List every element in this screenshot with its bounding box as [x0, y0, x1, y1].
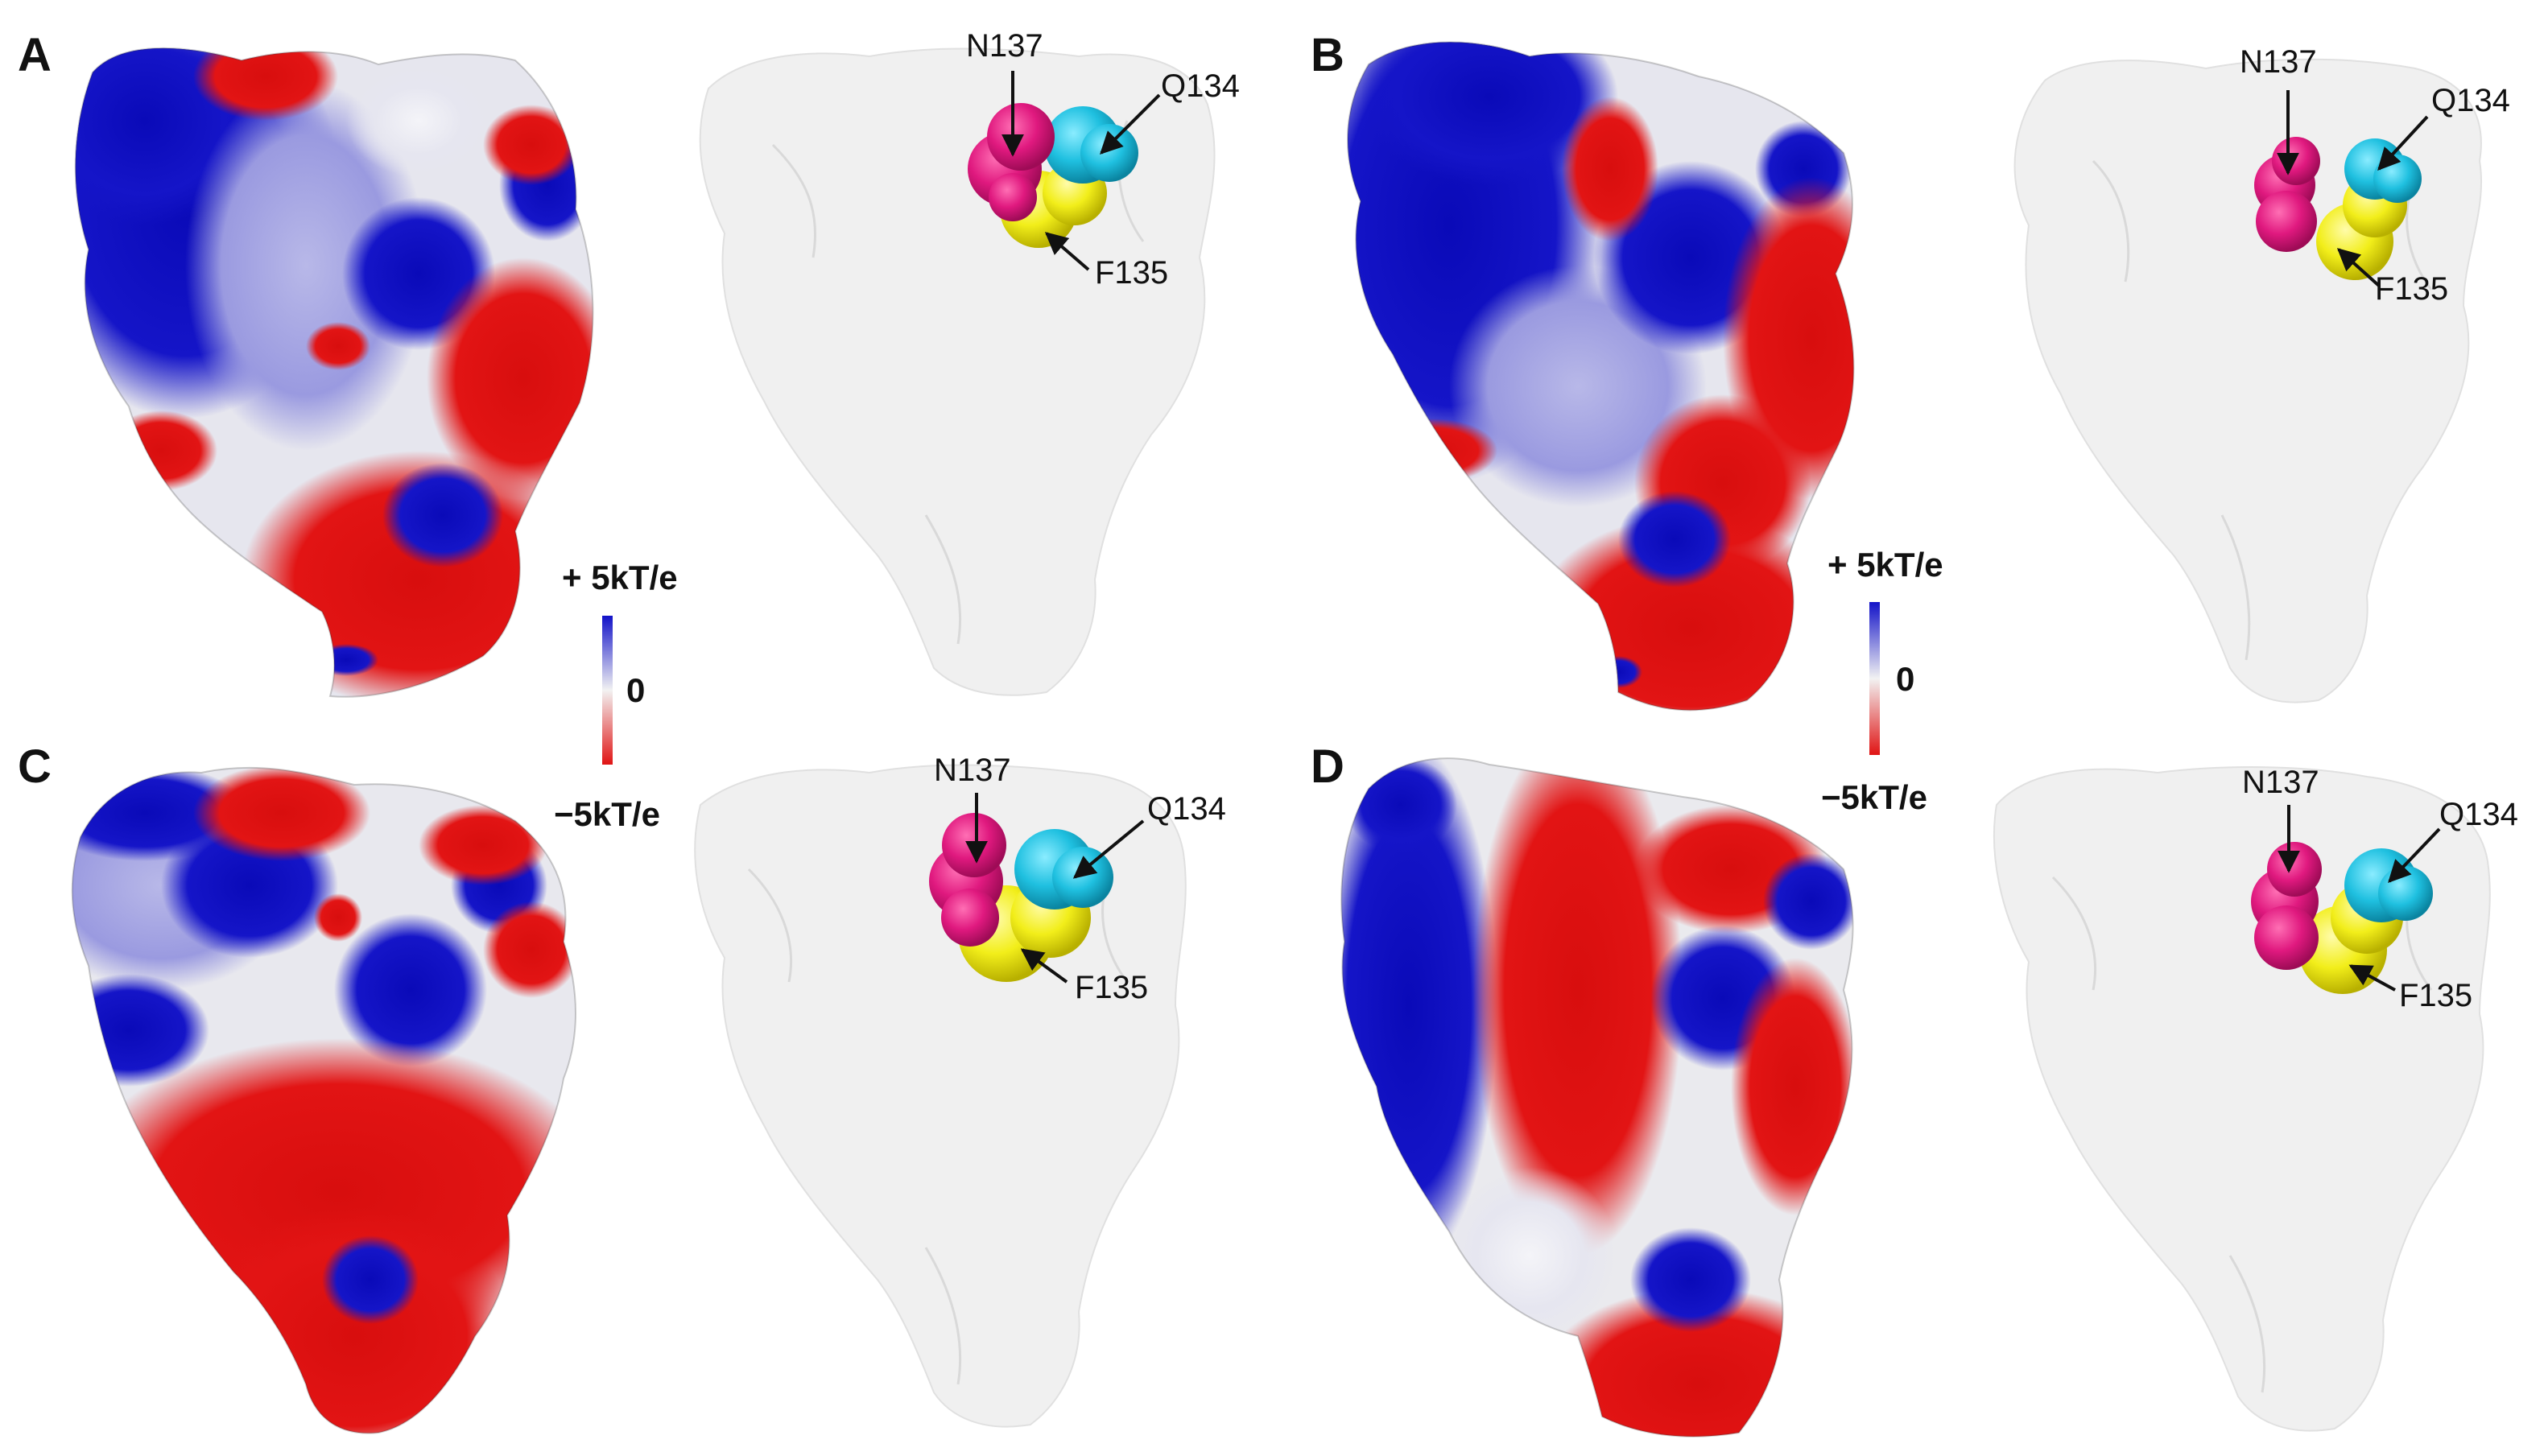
arrow-q134-c [1072, 819, 1145, 879]
label-f135-c: F135 [1075, 970, 1148, 1005]
label-n137-b: N137 [2240, 44, 2317, 80]
panel-label-b: B [1311, 29, 1344, 81]
panel-c-labels: N137 Q134 F135 [934, 753, 1226, 1005]
colorbar-left-gradient [602, 616, 613, 765]
panel-b-ghost-surface [2013, 58, 2483, 703]
arrow-q134-d [2388, 827, 2441, 884]
label-f135-d: F135 [2399, 978, 2472, 1013]
panel-d-surface [1340, 757, 1854, 1437]
arrow-f135-a [1044, 232, 1090, 271]
panel-b-labels: N137 Q134 F135 [2240, 44, 2510, 307]
panel-a-labels: N137 Q134 F135 [966, 28, 1240, 291]
panel-label-a: A [18, 29, 52, 81]
panel-d-ghost-surface [1993, 766, 2491, 1432]
label-q134-c: Q134 [1147, 791, 1226, 827]
panel-d-labels: N137 Q134 F135 [2242, 765, 2518, 1013]
label-q134-b: Q134 [2431, 83, 2510, 118]
label-q134-d: Q134 [2439, 797, 2518, 832]
label-f135-b: F135 [2375, 271, 2448, 307]
colorbar-left-max-label: + 5kT/e [562, 559, 678, 596]
panel-a-surface [74, 47, 594, 698]
colorbar-left: + 5kT/e 0 −5kT/e [554, 559, 678, 833]
panel-c-surface [71, 766, 576, 1434]
panel-label-d: D [1311, 740, 1344, 793]
arrow-q134-a [1100, 93, 1161, 155]
label-n137-c: N137 [934, 753, 1011, 788]
panel-label-c: C [18, 740, 52, 793]
colorbar-right-mid-label: 0 [1896, 660, 1914, 698]
panel-a-residues [968, 103, 1138, 248]
arrow-f135-b [2336, 248, 2381, 287]
label-f135-a: F135 [1095, 255, 1168, 291]
label-n137-d: N137 [2242, 765, 2319, 800]
arrow-f135-c [1020, 948, 1068, 984]
label-q134-a: Q134 [1161, 68, 1240, 104]
colorbar-right-max-label: + 5kT/e [1827, 546, 1943, 584]
panel-b-surface [1346, 41, 1855, 712]
arrow-q134-b [2377, 115, 2429, 171]
panel-b-residues [2254, 137, 2422, 280]
colorbar-right-min-label: −5kT/e [1821, 778, 1927, 816]
colorbar-left-min-label: −5kT/e [554, 795, 660, 833]
label-n137-a: N137 [966, 28, 1043, 64]
colorbar-right-gradient [1869, 602, 1880, 755]
colorbar-right: + 5kT/e 0 −5kT/e [1821, 546, 1943, 816]
arrow-f135-d [2348, 964, 2396, 992]
colorbar-left-mid-label: 0 [626, 671, 645, 709]
